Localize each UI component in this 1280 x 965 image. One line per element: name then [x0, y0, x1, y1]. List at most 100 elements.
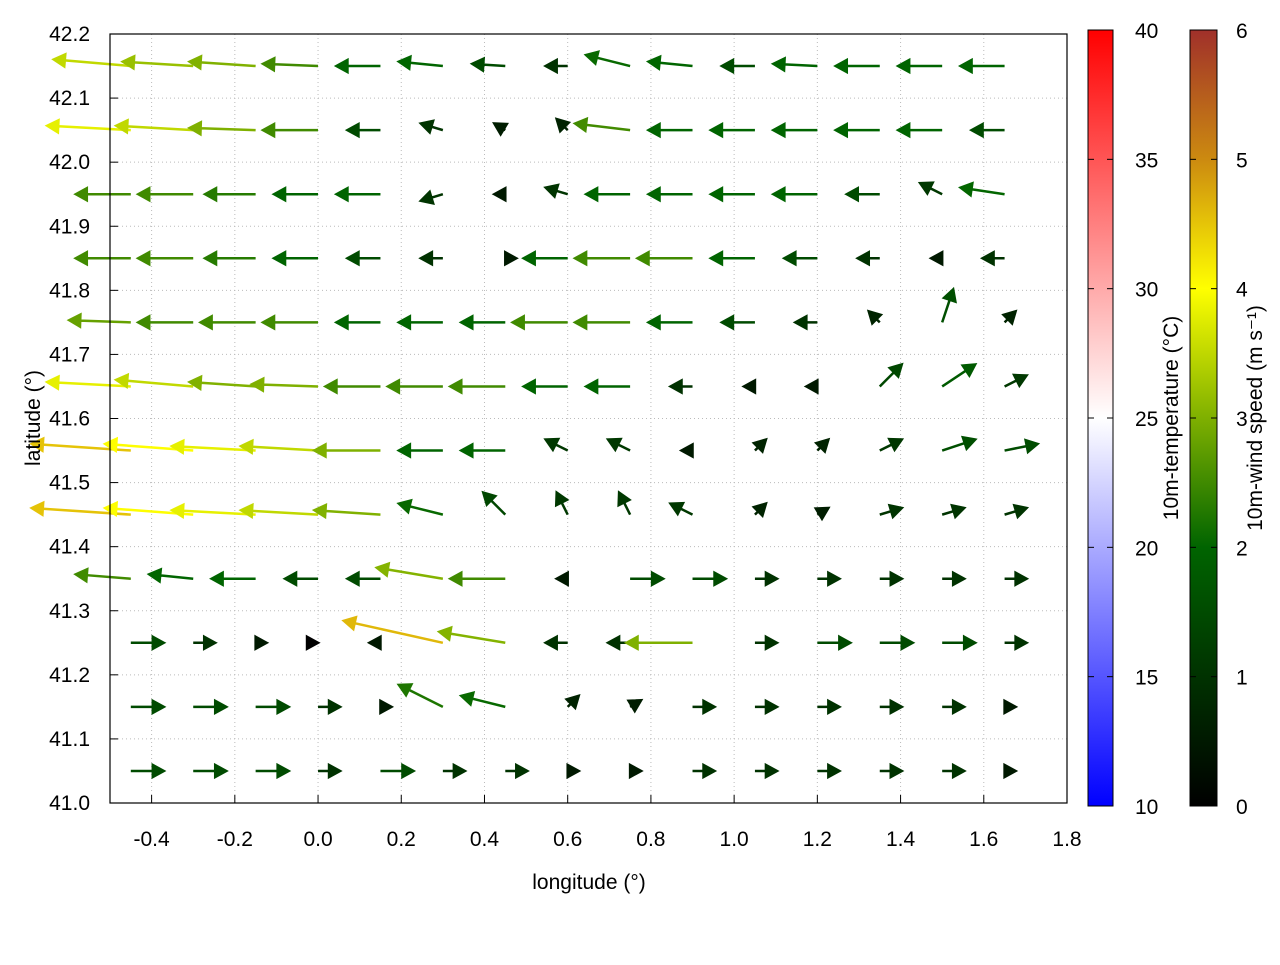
wind-arrow	[260, 314, 319, 331]
x-tick-label: 0.8	[636, 828, 665, 851]
wind-arrow	[311, 502, 381, 520]
wind-arrow	[130, 762, 167, 780]
colorbar-tick-label: 4	[1236, 279, 1248, 302]
wind-arrow	[1004, 634, 1030, 651]
wind-arrow	[543, 57, 568, 75]
x-tick-label: -0.2	[217, 828, 253, 851]
wind-arrow	[305, 634, 321, 651]
wind-arrow	[817, 698, 842, 715]
wind-arrow	[385, 378, 443, 395]
wind-arrow	[73, 186, 131, 203]
wind-arrow	[380, 762, 417, 780]
wind-arrow	[322, 378, 381, 395]
wind-arrow	[135, 186, 194, 203]
wind-arrow	[754, 762, 780, 780]
wind-arrow	[692, 570, 729, 587]
wind-arrow	[941, 503, 967, 520]
wind-arrow	[187, 374, 256, 391]
wind-arrow	[645, 54, 693, 71]
colorbar-tick-label: 35	[1135, 149, 1158, 172]
colorbar-tick-label: 25	[1135, 408, 1158, 431]
wind-arrow	[634, 250, 693, 267]
wind-arrow	[623, 634, 693, 651]
wind-arrow	[333, 186, 381, 203]
wind-arrow	[344, 570, 381, 587]
wind-arrow	[374, 561, 444, 580]
wind-arrow	[564, 694, 581, 711]
wind-arrow	[855, 250, 880, 267]
wind-arrow	[667, 378, 693, 395]
wind-arrow	[130, 634, 167, 651]
wind-arrow	[719, 314, 755, 331]
wind-arrow	[626, 698, 644, 714]
colorbar-tick-label: 3	[1236, 408, 1248, 431]
wind-arrow	[169, 502, 256, 519]
wind-arrow	[344, 250, 381, 267]
wind-arrow	[187, 120, 256, 137]
wind-arrow	[458, 442, 506, 459]
wind-arrow	[554, 570, 569, 587]
wind-arrow	[510, 314, 568, 331]
wind-arrow	[566, 762, 582, 780]
vector-field	[29, 50, 1041, 780]
wind-arrow	[833, 57, 880, 75]
y-tick-label: 41.4	[49, 536, 90, 559]
wind-arrow	[113, 118, 194, 135]
wind-arrow	[396, 314, 443, 331]
wind-arrow	[504, 250, 519, 267]
wind-arrow	[751, 437, 768, 454]
wind-arrow	[668, 501, 694, 517]
wind-arrow	[396, 442, 443, 459]
wind-arrow	[418, 119, 444, 135]
wind-arrow	[833, 122, 880, 139]
wind-arrow	[1003, 762, 1019, 780]
wind-arrow	[135, 314, 194, 331]
wind-arrow	[379, 698, 395, 715]
wind-arrow	[521, 378, 568, 395]
wind-arrow	[202, 250, 256, 267]
wind-arrow	[260, 56, 319, 73]
wind-arrow	[941, 363, 978, 388]
x-tick-label: 1.2	[803, 828, 832, 851]
wind-arrow	[844, 186, 880, 203]
wind-arrow	[770, 122, 818, 139]
wind-arrow	[979, 250, 1005, 267]
wind-arrow	[193, 698, 229, 715]
wind-arrow	[282, 570, 319, 587]
wind-arrow	[754, 570, 780, 587]
wind-arrow	[866, 309, 884, 326]
wind-arrow	[1001, 309, 1018, 326]
wind-arrow	[73, 567, 131, 584]
plot-frame	[109, 33, 1068, 804]
colorbar-tick-label: 6	[1236, 20, 1248, 43]
wind-arrow	[447, 570, 506, 587]
wind-arrow	[928, 250, 944, 267]
wind-arrow	[583, 378, 631, 395]
x-tick-label: 1.4	[886, 828, 916, 851]
wind-arrow	[396, 683, 444, 708]
wind-arrow	[255, 698, 292, 715]
wind-arrow	[491, 186, 507, 203]
wind-arrow	[751, 501, 768, 519]
y-tick-label: 42.2	[49, 23, 90, 46]
colorbar-tick-label: 40	[1135, 20, 1158, 43]
wind-arrow	[249, 376, 319, 393]
wind-arrow	[135, 250, 194, 267]
wind-arrow	[754, 634, 780, 651]
wind-arrow	[957, 57, 1005, 75]
wind-arrow	[458, 314, 506, 331]
wind-arrow	[942, 698, 967, 715]
wind-arrow	[817, 762, 842, 780]
colorbar-tick-label: 15	[1135, 667, 1158, 690]
wind-arrow	[333, 57, 381, 75]
wind-arrow	[318, 698, 343, 715]
wind-arrow	[458, 690, 506, 709]
wind-arrow	[418, 250, 443, 267]
wind-arrow	[583, 50, 631, 68]
wind-arrow	[781, 250, 818, 267]
wind-arrow	[1003, 698, 1019, 715]
wind-arrow	[572, 250, 631, 267]
wind-arrow	[73, 250, 131, 267]
wind-arrow	[255, 762, 292, 780]
